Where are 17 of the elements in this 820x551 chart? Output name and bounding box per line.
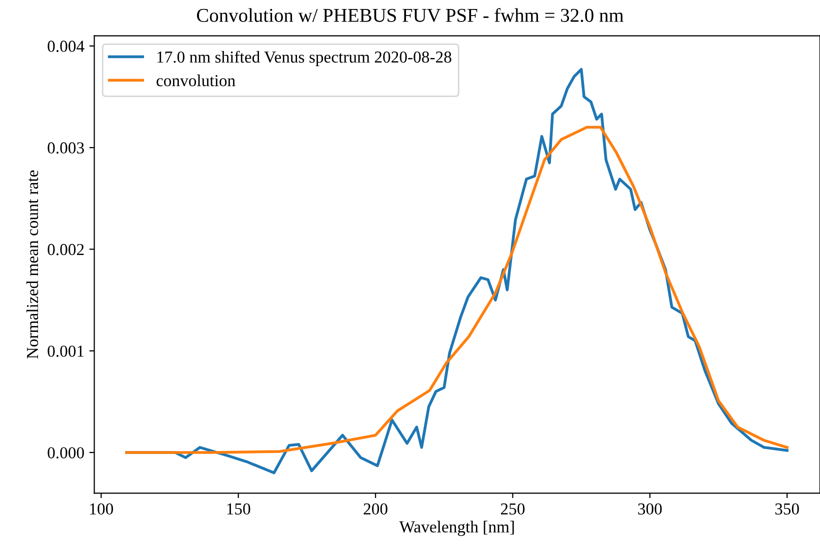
- x-tick-label: 100: [90, 503, 114, 515]
- chart-title: Convolution w/ PHEBUS FUV PSF - fwhm = 32.0 nm: [196, 8, 624, 22]
- y-tick-label: 0.002: [48, 244, 84, 256]
- legend-label: 17.0 nm shifted Venus spectrum 2020-08-28: [157, 50, 452, 66]
- y-tick-label: 0.004: [48, 40, 84, 52]
- x-tick-label: 200: [364, 503, 388, 515]
- x-axis-title: Wavelength [nm]: [399, 520, 514, 536]
- line-series: [125, 126, 788, 454]
- y-tick-label: 0.001: [48, 346, 84, 357]
- legend-label: convolution: [156, 74, 236, 86]
- x-tick-label: 250: [500, 503, 525, 515]
- y-tick-label: 0.003: [48, 142, 84, 154]
- y-tick-label: 0.000: [48, 447, 84, 459]
- x-tick-label: 350: [775, 503, 799, 515]
- x-tick-label: 300: [638, 503, 662, 515]
- y-axis-title: Normalized mean count rate: [26, 170, 38, 359]
- x-tick-label: 150: [227, 503, 250, 515]
